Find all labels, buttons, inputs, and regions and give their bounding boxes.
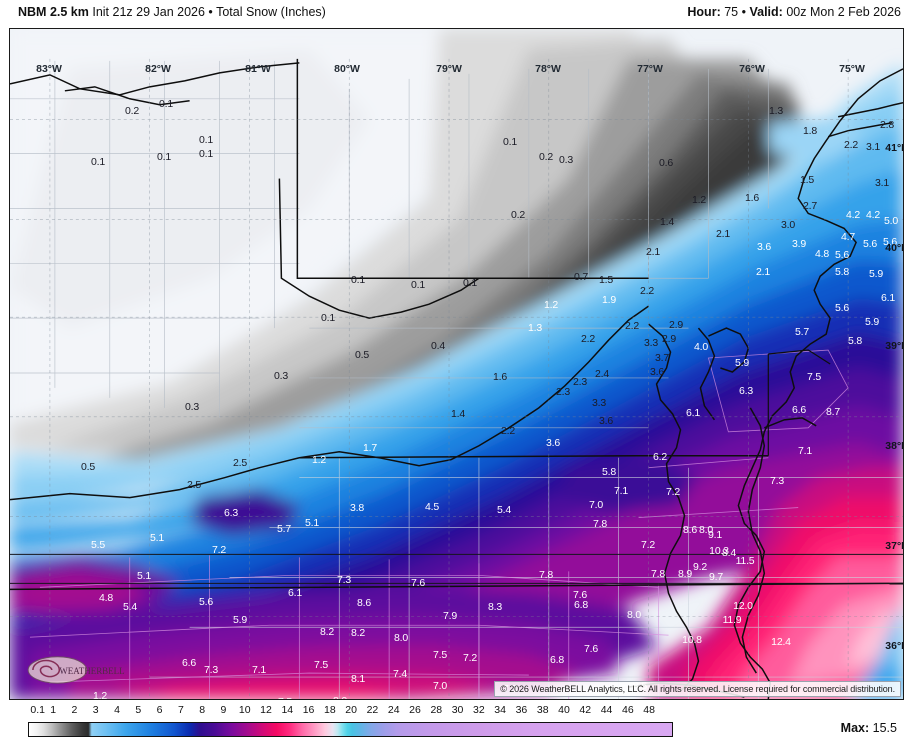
colorbar-tick: 42 [579, 704, 592, 716]
colorbar-tick: 16 [302, 704, 315, 716]
colorbar-tick: 32 [473, 704, 485, 716]
max-value-label: Max: 15.5 [840, 721, 897, 735]
colorbar-tick-labels: 0.1 1 2 3 4 5 6 7 8 9 10 12 14 16 18 20 22 24 26 28 30 32 34 36… [28, 704, 673, 720]
header-bullet-1: • [208, 5, 213, 19]
colorbar-tick: 5 [135, 704, 142, 716]
colorbar-tick: 8 [199, 704, 206, 716]
max-value-text: 15.5 [872, 721, 897, 735]
colorbar-tick: 0.1 [30, 704, 45, 716]
colorbar-tick: 6 [156, 704, 163, 716]
header-title-left: NBM 2.5 km Init 21z 29 Jan 2026 • Total … [18, 5, 326, 19]
colorbar-panel: 0.1 1 2 3 4 5 6 7 8 9 10 12 14 16 18 20 22 24 26 28 30 32 34 36… [0, 700, 913, 750]
valid-label: Valid [749, 5, 779, 19]
colorbar-tick: 1 [50, 704, 57, 716]
colorbar-tick: 7 [177, 704, 184, 716]
copyright-attribution: © 2026 WeatherBELL Analytics, LLC. All r… [494, 681, 901, 697]
colorbar-gradient[interactable] [28, 722, 673, 737]
colorbar-tick: 38 [536, 704, 549, 716]
field-name: Total Snow (Inches) [216, 5, 326, 19]
colorbar-tick: 12 [260, 704, 272, 716]
colorbar-tick: 20 [345, 704, 357, 716]
colorbar-tick: 3 [92, 704, 99, 716]
map-header: NBM 2.5 km Init 21z 29 Jan 2026 • Total … [0, 0, 913, 28]
colorbar-tick: 40 [558, 704, 570, 716]
colorbar-tick: 44 [600, 704, 613, 716]
header-title-right: Hour: 75 • Valid: 00z Mon 2 Feb 2026 [687, 5, 901, 19]
colorbar-tick: 26 [409, 704, 421, 716]
colorbar-tick: 30 [451, 704, 464, 716]
model-name: NBM 2.5 km [18, 5, 89, 19]
colorbar-tick: 22 [366, 704, 379, 716]
colorbar-tick: 46 [622, 704, 634, 716]
hour-label: Hour [687, 5, 717, 19]
snowfall-field [10, 29, 903, 699]
hour-value: 75 [724, 5, 739, 19]
colorbar-tick: 28 [430, 704, 443, 716]
init-time: Init 21z 29 Jan 2026 [92, 5, 205, 19]
colorbar-tick: 18 [324, 704, 336, 716]
map-panel[interactable]: 0.2 0.1 0.1 0.1 0.1 0.1 0.1 0.2 0.3 0.6 1.3 1.8 2.8 3… [9, 28, 904, 700]
colorbar-tick: 14 [281, 704, 294, 716]
colorbar-tick: 34 [494, 704, 506, 716]
colorbar-tick: 24 [387, 704, 400, 716]
colorbar-tick: 48 [643, 704, 655, 716]
colorbar-tick: 36 [515, 704, 528, 716]
valid-value: 00z Mon 2 Feb 2026 [786, 5, 901, 19]
colorbar-tick: 9 [220, 704, 227, 716]
colorbar-tick: 4 [114, 704, 120, 716]
max-label-text: Max [840, 721, 865, 735]
colorbar-tick: 10 [238, 704, 251, 716]
colorbar-tick: 2 [71, 704, 78, 716]
header-bullet-2: • [741, 5, 746, 19]
